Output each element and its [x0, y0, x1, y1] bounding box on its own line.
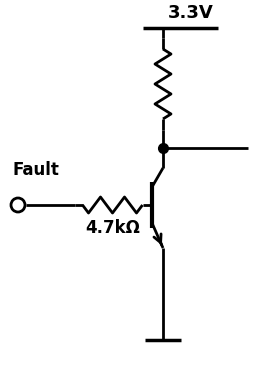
- Text: 4.7kΩ: 4.7kΩ: [85, 219, 140, 237]
- Text: 3.3V: 3.3V: [168, 4, 214, 22]
- Text: Fault: Fault: [13, 161, 60, 179]
